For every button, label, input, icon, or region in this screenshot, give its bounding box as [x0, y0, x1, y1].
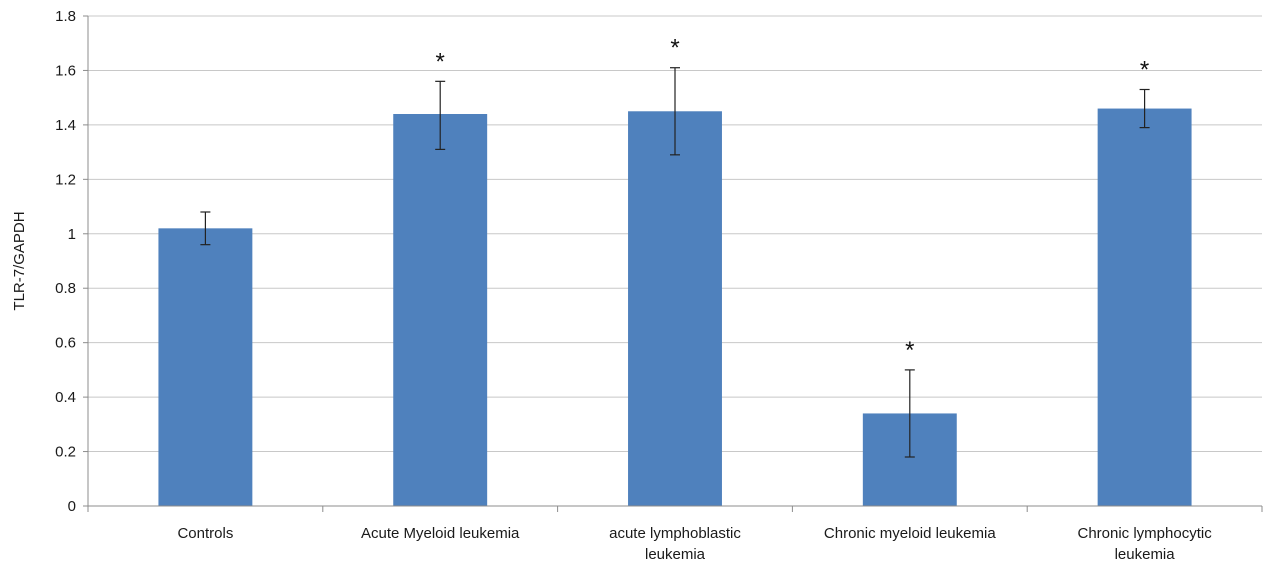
significance-markers: * * * * — [436, 35, 1150, 364]
y-tick-label: 1.6 — [55, 62, 76, 79]
y-tick-label: 0.8 — [55, 280, 76, 297]
y-tick-label: 1 — [68, 226, 76, 243]
bar — [628, 111, 722, 507]
y-tick-labels: 0 0.2 0.4 0.6 0.8 1 1.2 1.4 1.6 1.8 — [55, 8, 76, 515]
y-tick-label: 0.2 — [55, 444, 76, 461]
axes — [83, 15, 1263, 512]
bar — [1097, 108, 1192, 507]
x-category-label: Controls — [177, 525, 233, 542]
y-tick-label: 1.8 — [55, 8, 76, 25]
y-tick-label: 0.4 — [55, 389, 76, 406]
x-category-labels: Controls Acute Myeloid leukemia acute lymp… — [177, 525, 1212, 563]
y-tick-label: 0 — [68, 498, 76, 515]
x-category-label: Acute Myeloid leukemia — [361, 525, 520, 542]
y-axis-title: TLR-7/GAPDH — [11, 211, 28, 310]
x-category-label: Chronic myeloid leukemia — [824, 525, 996, 542]
bars — [158, 108, 1192, 507]
y-tick-label: 0.6 — [55, 335, 76, 352]
bar — [158, 228, 253, 507]
x-category-label: Chronic lymphocytic leukemia — [1077, 525, 1212, 563]
bar — [393, 114, 488, 506]
y-tick-label: 1.4 — [55, 117, 76, 134]
significance-marker: * — [1140, 57, 1149, 84]
error-bars — [200, 67, 1150, 458]
significance-marker: * — [905, 337, 914, 364]
x-category-label: acute lymphoblastic leukemia — [609, 525, 741, 563]
significance-marker: * — [436, 48, 445, 75]
y-tick-label: 1.2 — [55, 171, 76, 188]
significance-marker: * — [670, 35, 679, 62]
